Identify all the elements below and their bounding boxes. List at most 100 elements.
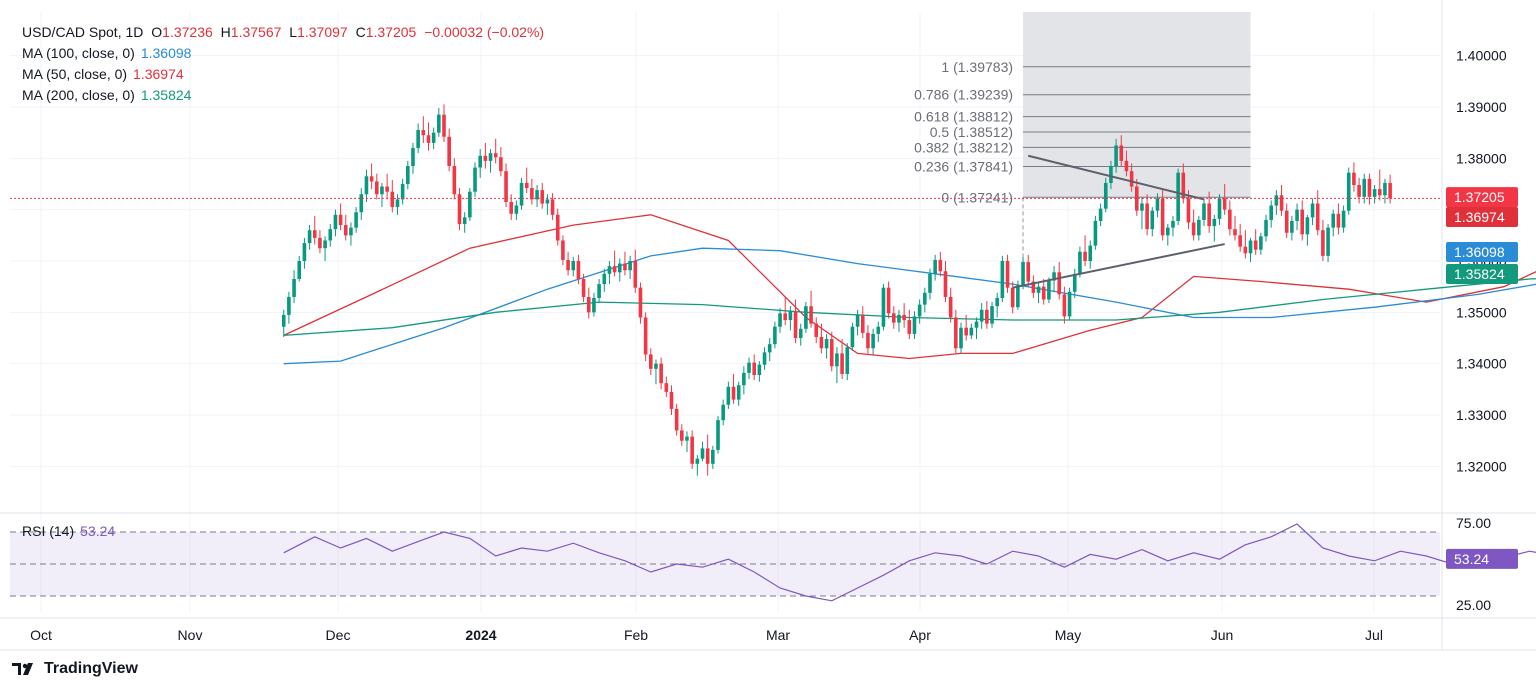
- candle: [990, 302, 994, 328]
- candle-body: [1047, 280, 1051, 300]
- candle: [747, 357, 751, 380]
- candle-body: [1098, 208, 1103, 221]
- candle-body: [1284, 210, 1289, 233]
- price-tag-bg: [1446, 264, 1518, 285]
- candle-body: [1166, 227, 1170, 236]
- candle-body: [1016, 285, 1020, 308]
- candle-body: [1026, 262, 1031, 282]
- candle-body: [452, 166, 457, 195]
- candle-body: [1290, 220, 1294, 233]
- candle: [1290, 215, 1294, 241]
- candle-body: [716, 420, 720, 450]
- fibonacci-retracement[interactable]: 1 (1.39783) 0.786 (1.39239) 0.618 (1.38812…: [914, 12, 1251, 288]
- candle-body: [540, 190, 545, 204]
- candle-body: [943, 271, 948, 297]
- price-axis[interactable]: 1.400001.390001.380001.370001.360001.350…: [1456, 48, 1507, 613]
- candle-body: [891, 313, 896, 323]
- candle: [902, 303, 906, 328]
- price-tag-label: 1.37205: [1454, 189, 1505, 205]
- legend-ma100-row[interactable]: MA (100, close, 0) 1.36098: [22, 43, 548, 64]
- candle-body: [1072, 273, 1077, 292]
- candle: [1310, 198, 1315, 226]
- candle-body: [566, 259, 570, 271]
- candle-body: [550, 199, 555, 215]
- candle-body: [519, 182, 524, 206]
- candle-body: [1259, 236, 1263, 250]
- candle-body: [586, 296, 591, 313]
- candle-body: [571, 261, 576, 271]
- tradingview-brand[interactable]: TradingView: [12, 660, 138, 678]
- candle-body: [349, 227, 353, 236]
- candle: [437, 108, 441, 137]
- candle-body: [400, 183, 405, 200]
- candle: [535, 185, 539, 208]
- candle: [1207, 191, 1211, 233]
- candle-body: [323, 240, 327, 249]
- candle-body: [524, 182, 529, 189]
- trendlines[interactable]: [1012, 154, 1225, 289]
- candle-body: [664, 383, 669, 392]
- candle-body: [406, 166, 410, 184]
- candle-body: [654, 363, 658, 369]
- ma100-line: [283, 247, 1536, 365]
- candle-body: [974, 321, 979, 328]
- candle: [1047, 277, 1051, 304]
- candle: [1352, 162, 1356, 192]
- trendline-lower: [1012, 243, 1225, 289]
- time-tick-label: Apr: [909, 627, 931, 643]
- candle: [1119, 135, 1124, 167]
- candle: [530, 178, 534, 205]
- candle-body: [411, 148, 415, 167]
- candle-body: [1300, 209, 1305, 235]
- rsi-tick-label: 75.00: [1456, 515, 1491, 531]
- candle-body: [1088, 245, 1093, 261]
- price-tag-ma50: 1.36974: [1446, 206, 1518, 227]
- candle: [1300, 200, 1305, 241]
- candle-body: [850, 326, 855, 348]
- candle: [1321, 219, 1325, 261]
- time-axis[interactable]: Oct Nov Dec 2024 Feb Mar Apr May Jun Jul: [30, 627, 1383, 643]
- symbol-label[interactable]: USD/CAD Spot, 1D: [22, 24, 144, 40]
- fib-background: [1023, 12, 1251, 198]
- candle-body: [674, 408, 679, 431]
- price-tick-label: 1.33000: [1456, 407, 1507, 423]
- candle: [866, 325, 870, 354]
- candle: [307, 225, 312, 250]
- candle: [969, 323, 974, 340]
- candle: [948, 287, 953, 323]
- candle-body: [1383, 182, 1387, 196]
- legend-ma200-row[interactable]: MA (200, close, 0) 1.35824: [22, 85, 548, 106]
- candle: [380, 182, 384, 208]
- candle-body: [535, 190, 539, 200]
- candle-body: [369, 176, 374, 182]
- candle-body: [1321, 230, 1325, 256]
- candle-body: [426, 135, 431, 143]
- time-tick-label: Dec: [326, 627, 351, 643]
- candle: [1383, 178, 1387, 204]
- candle: [493, 138, 498, 164]
- candle-body: [690, 436, 694, 464]
- candle: [488, 149, 493, 173]
- price-tag-label: 53.24: [1454, 551, 1489, 567]
- candle-body: [819, 336, 824, 349]
- candle: [705, 434, 710, 476]
- candle: [447, 128, 451, 172]
- fib-level-label: 0 (1.37241): [941, 189, 1013, 205]
- rsi-legend[interactable]: RSI (14) 53.24: [22, 523, 115, 539]
- candle-body: [1181, 172, 1186, 199]
- candle-body: [1377, 189, 1382, 196]
- candle: [1155, 193, 1160, 218]
- fib-level-label: 0.5 (1.38512): [930, 124, 1013, 140]
- candle-body: [1036, 286, 1041, 293]
- candle-body: [416, 130, 420, 149]
- candle-body: [633, 261, 638, 288]
- candle: [654, 359, 658, 385]
- candle: [1326, 224, 1330, 263]
- price-tag-label: 1.35824: [1454, 266, 1505, 282]
- legend-ma50-row[interactable]: MA (50, close, 0) 1.36974: [22, 64, 548, 85]
- candle-body: [1346, 172, 1351, 211]
- candle: [1315, 190, 1320, 236]
- candle: [1284, 203, 1289, 238]
- candle: [468, 188, 472, 221]
